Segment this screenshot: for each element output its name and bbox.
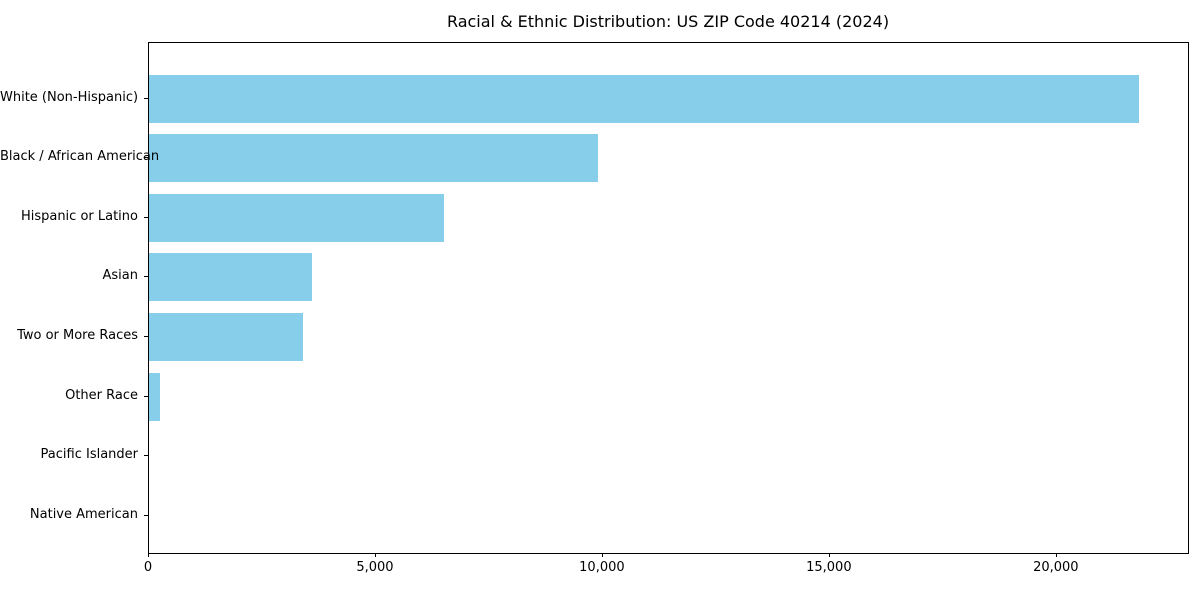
y-tick-label: Two or More Races (17, 327, 138, 343)
x-tick-mark (601, 553, 603, 557)
y-tick-label: Asian (102, 268, 138, 284)
chart-title: Racial & Ethnic Distribution: US ZIP Cod… (446, 12, 890, 31)
bar-two-or-more-races (149, 312, 304, 361)
y-tick-label: Pacific Islander (40, 447, 138, 463)
x-tick-mark (148, 553, 149, 557)
x-tick-label: 20,000 (1033, 560, 1079, 575)
x-tick-mark (1055, 553, 1057, 557)
y-tick-mark (144, 514, 148, 516)
y-tick-label: Hispanic or Latino (20, 208, 138, 224)
plot-area (148, 42, 1189, 554)
x-tick-mark (374, 553, 376, 557)
x-tick-mark (828, 553, 830, 557)
y-tick-mark (144, 395, 148, 397)
bar-white-non-hispanic (149, 74, 1139, 123)
y-tick-mark (144, 157, 148, 159)
y-tick-label: Native American (29, 506, 138, 522)
bar-other-race (149, 372, 161, 421)
y-tick-label: White (Non-Hispanic) (0, 89, 139, 105)
y-tick-mark (144, 276, 148, 278)
x-tick-label: 10,000 (579, 560, 625, 575)
y-tick-label: Black / African American (0, 149, 160, 165)
y-tick-mark (144, 455, 148, 457)
x-tick-label: 0 (143, 560, 153, 575)
y-tick-mark (144, 335, 148, 337)
bar-asian (149, 253, 313, 302)
bar-hispanic-or-latino (149, 193, 445, 242)
x-tick-label: 5,000 (356, 560, 394, 575)
y-tick-label: Other Race (65, 387, 138, 403)
y-tick-mark (144, 216, 148, 218)
bar-black-african-american (149, 134, 599, 183)
x-tick-label: 15,000 (806, 560, 852, 575)
y-tick-mark (144, 97, 148, 99)
